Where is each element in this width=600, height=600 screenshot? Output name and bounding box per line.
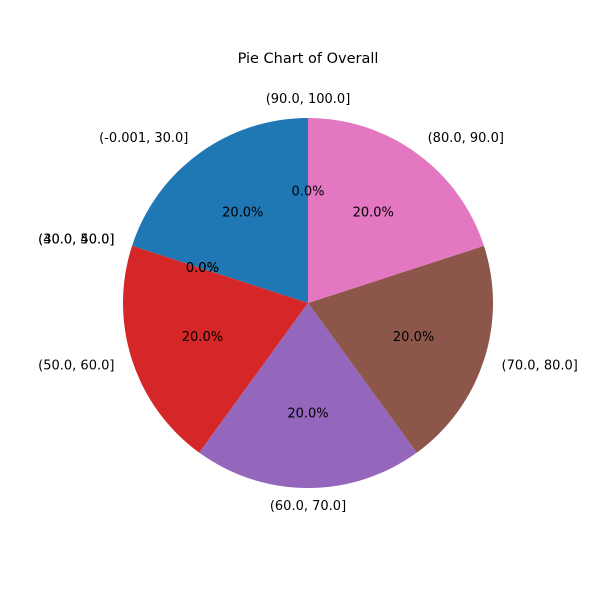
pie-slice: [123, 245, 308, 453]
pie-category-labels: (-0.001, 30.0] (30.0, 40.0](40.0, 50.0] (5…: [38, 92, 578, 514]
slice-percent-label: 20.0%: [353, 206, 394, 221]
slice-category-label: (-0.001, 30.0]: [99, 131, 188, 146]
slice-percent-label: 20.0%: [222, 206, 263, 221]
slice-percent-label: 20.0%: [393, 330, 434, 345]
slice-percent-label: 20.0%: [182, 330, 223, 345]
pie-slice: [308, 245, 493, 453]
slice-category-label: (50.0, 60.0]: [38, 358, 114, 373]
slice-percent-label: 0.0%: [291, 185, 324, 200]
chart-title: Pie Chart of Overall: [238, 51, 379, 67]
slice-category-label: (40.0, 50.0]: [38, 233, 114, 248]
slice-percent-label: 0.0%: [186, 261, 219, 276]
slice-category-label: (70.0, 80.0]: [502, 358, 578, 373]
pie-slice: [199, 303, 417, 488]
slice-percent-label: 0.0%: [186, 261, 219, 276]
pie-percent-labels: 20.0%0.0%0.0%20.0%20.0%20.0%20.0%0.0%: [182, 185, 434, 422]
pie-slice: [132, 118, 308, 303]
pie-slices: [123, 118, 493, 488]
pie-slice: [308, 118, 484, 303]
slice-category-label: (80.0, 90.0]: [428, 131, 504, 146]
slice-percent-label: 20.0%: [287, 407, 328, 422]
slice-category-label: (60.0, 70.0]: [270, 499, 346, 514]
slice-category-label: (30.0, 40.0]: [38, 233, 114, 248]
slice-category-label: (90.0, 100.0]: [266, 92, 351, 107]
